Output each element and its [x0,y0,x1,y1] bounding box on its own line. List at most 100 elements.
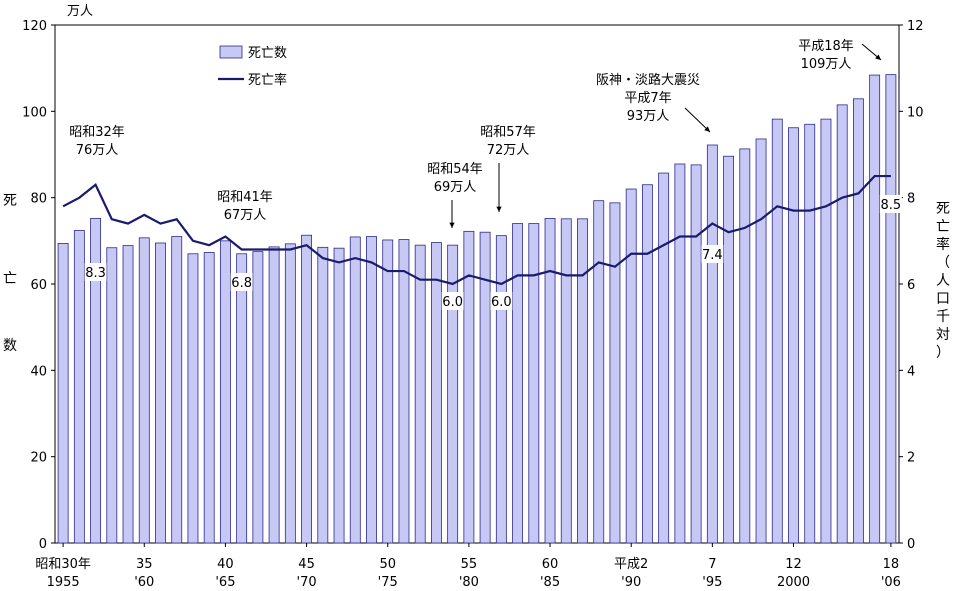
right-axis-label-char: 千 [936,309,950,325]
right-axis-label-char: 口 [936,291,950,307]
x-tick-label-year: '75 [378,575,398,590]
bar-2004 [852,98,864,544]
left-tick-label: 0 [39,537,47,552]
annotation-1995-line: 平成7年 [624,91,671,106]
legend-label-bar: 死亡数 [248,46,287,61]
bar-1992 [658,172,670,544]
data-label-box [701,245,724,263]
data-label-1995: 7.4 [702,248,723,263]
bar-1967 [252,251,264,544]
annotation-1982-line: 昭和57年 [480,125,536,140]
x-tick-label-era: 45 [298,557,315,572]
annotation-1966-line: 昭和41年 [217,190,273,205]
bar-1966 [236,253,248,544]
bar-1959 [122,245,134,544]
bar-1990 [625,188,637,544]
x-tick-label-year: '90 [621,575,641,590]
x-tick-label-era: 35 [136,557,153,572]
right-tick-label: 12 [907,19,924,34]
data-label-1957: 8.3 [85,266,106,281]
left-tick-label: 100 [22,105,47,120]
bar-2005 [869,74,881,544]
x-tick-label-year: '70 [297,575,317,590]
annotation-arrow-line [684,107,711,133]
legend-label-line: 死亡率 [248,72,287,88]
bar-series-death-count [57,74,897,544]
bar-1989 [609,202,621,544]
x-tick-label-era: 昭和30年 [35,557,91,572]
data-label-box [84,263,107,281]
bar-1986 [560,218,572,544]
annotation-1982-line: 72万人 [487,143,530,158]
bar-1991 [641,184,653,544]
annotation-1957-line: 昭和32年 [69,125,125,140]
bar-1964 [203,252,215,544]
bar-1975 [382,239,394,544]
x-tick-label-year: 2000 [777,575,810,590]
bar-1957 [90,217,102,544]
data-label-2006: 8.5 [881,198,902,213]
right-axis-label-char: 率 [936,236,950,253]
bar-1994 [690,164,702,544]
bar-1982 [495,235,507,544]
x-tick-label-year: '85 [540,575,560,590]
bar-1974 [366,236,377,544]
bar-1963 [187,253,199,544]
x-tick-label-era: 40 [217,557,234,572]
bar-1998 [755,138,767,544]
bar-2003 [836,104,848,544]
x-tick-label-era: 7 [708,557,716,572]
annotation-2006-line: 平成18年 [798,39,854,54]
data-label-box [490,292,513,310]
bar-1987 [577,218,588,544]
bar-1962 [171,236,183,544]
bar-1983 [512,223,524,544]
bar-1976 [398,239,410,544]
bar-2000 [788,127,799,544]
x-tick-label-era: 50 [379,557,396,572]
data-label-box [879,195,902,213]
bar-1996 [723,155,735,544]
x-tick-label-year: '06 [881,575,901,590]
line-series-death-rate [62,174,891,286]
bar-1956 [73,230,85,544]
x-tick-label-era: 平成2 [614,557,648,572]
right-axis-label-char: 死 [936,201,950,217]
left-tick-label: 80 [30,192,47,207]
left-axis-label-char: 亡 [3,271,17,287]
left-tick-label: 20 [30,451,47,466]
left-axis-label-char: 数 [3,338,17,354]
bar-1969 [284,243,296,544]
bar-1997 [739,148,751,544]
right-tick-label: 10 [907,105,924,120]
bar-1993 [674,163,686,544]
right-tick-label: 0 [907,537,915,552]
left-axis-label-char: 死 [3,193,17,209]
x-tick-label-year: '65 [215,575,235,590]
bar-1988 [593,200,605,544]
bar-1972 [333,247,345,544]
bar-1960 [138,237,150,544]
bar-2002 [820,118,832,544]
annotation-arrowhead [496,206,502,212]
axes: 020406080100120024681012万人死亡数死亡率（人口千対）昭和… [3,4,950,590]
bar-1977 [414,244,426,544]
annotation-1957-line: 76万人 [76,143,119,158]
bar-1978 [430,242,442,544]
bar-1955 [57,243,69,544]
annotation-1966-line: 67万人 [224,208,267,223]
x-tick-label-era: 12 [785,557,802,572]
bar-2006 [885,74,897,544]
death-rate-line [62,174,891,286]
bar-1961 [155,242,166,544]
right-tick-label: 4 [907,364,915,379]
annotation-1995-line: 93万人 [627,109,670,124]
annotation-1995-line: 阪神・淡路大震災 [596,72,700,88]
right-tick-label: 6 [907,278,915,293]
x-tick-label-era: 55 [461,557,478,572]
bar-1971 [317,246,329,544]
x-tick-label-year: 1955 [47,575,80,590]
